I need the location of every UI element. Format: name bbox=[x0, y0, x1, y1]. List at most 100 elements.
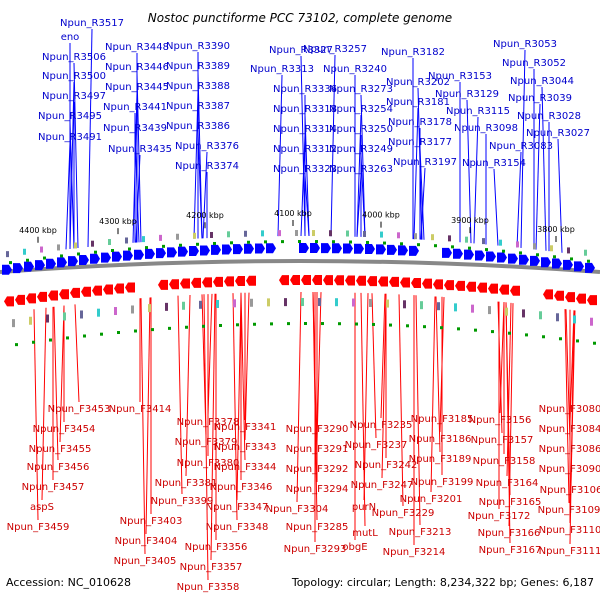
gc-marker bbox=[213, 241, 216, 245]
gene-label-npun-r3197: Npun_R3197 bbox=[393, 157, 457, 168]
gc-marker bbox=[26, 258, 29, 262]
forward-gene-arrow bbox=[266, 243, 276, 254]
gc-marker bbox=[15, 343, 18, 347]
forward-gene-arrow bbox=[464, 249, 474, 260]
gc-marker bbox=[587, 259, 590, 263]
forward-gene-arrow bbox=[134, 249, 144, 260]
forward-gene-arrow bbox=[552, 258, 562, 269]
gc-marker bbox=[270, 322, 273, 326]
forward-gene-arrow bbox=[79, 254, 89, 265]
tick-label: 4200 kbp bbox=[186, 211, 224, 220]
leader-line bbox=[207, 293, 213, 416]
gene-label-npun-f3199: Npun_F3199 bbox=[411, 477, 474, 488]
reverse-gene-arrow bbox=[499, 284, 509, 295]
gene-label-npun-f3457: Npun_F3457 bbox=[22, 482, 85, 493]
gene-label-npun-f3356: Npun_F3356 bbox=[185, 542, 248, 553]
leader-line bbox=[415, 295, 421, 526]
gene-label-npun-r3039: Npun_R3039 bbox=[508, 93, 572, 104]
gene-label-obge: obgE bbox=[342, 542, 367, 553]
gene-label-npun-f3157: Npun_F3157 bbox=[471, 435, 534, 446]
feature-block bbox=[142, 236, 145, 243]
reverse-gene-arrow bbox=[543, 289, 553, 300]
feature-block bbox=[556, 313, 559, 322]
gene-label-npun-f3399: Npun_F3399 bbox=[151, 496, 214, 507]
gc-marker bbox=[151, 328, 154, 332]
gene-label-npun-r3182: Npun_R3182 bbox=[381, 47, 445, 58]
gc-marker bbox=[134, 329, 137, 333]
forward-gene-arrow bbox=[255, 243, 265, 254]
tick-label: 3800 kbp bbox=[537, 225, 575, 234]
feature-block bbox=[267, 298, 270, 307]
leader-line bbox=[277, 74, 283, 237]
forward-gene-arrow bbox=[244, 243, 254, 254]
feature-block bbox=[80, 310, 83, 319]
feature-block bbox=[233, 299, 236, 308]
feature-block bbox=[176, 233, 179, 240]
leader-line bbox=[135, 154, 141, 243]
feature-block bbox=[29, 316, 32, 325]
gene-label-npun-f3346: Npun_F3346 bbox=[210, 482, 273, 493]
leader-line bbox=[505, 302, 511, 544]
feature-block bbox=[533, 243, 536, 250]
genome-summary-text: Topology: circular; Length: 8,234,322 bp… bbox=[291, 576, 594, 589]
feature-block bbox=[295, 230, 298, 237]
reverse-gene-arrow bbox=[191, 277, 201, 288]
gene-label-npun-f3247: Npun_F3247 bbox=[351, 480, 414, 491]
gene-label-npun-r3517: Npun_R3517 bbox=[60, 18, 124, 29]
leader-line bbox=[140, 298, 146, 555]
gc-marker bbox=[94, 250, 97, 254]
gc-marker bbox=[60, 254, 63, 258]
reverse-gene-arrow bbox=[389, 276, 399, 287]
forward-gene-arrow bbox=[365, 244, 375, 255]
gene-label-npun-f3293: Npun_F3293 bbox=[284, 544, 347, 555]
gene-label-npun-f3090: Npun_F3090 bbox=[539, 464, 600, 475]
gene-label-npun-f3358: Npun_F3358 bbox=[177, 582, 240, 593]
leader-line bbox=[380, 293, 386, 419]
gene-label-npun-r3497: Npun_R3497 bbox=[42, 91, 106, 102]
gene-label-npun-r3273: Npun_R3273 bbox=[329, 84, 393, 95]
gc-marker bbox=[168, 326, 171, 330]
leader-line bbox=[413, 107, 419, 240]
reverse-gene-arrow bbox=[37, 291, 47, 302]
leader-line bbox=[185, 294, 191, 477]
gene-label-npun-f3084: Npun_F3084 bbox=[539, 424, 600, 435]
feature-block bbox=[261, 230, 264, 237]
leader-line bbox=[316, 292, 322, 443]
forward-gene-arrow bbox=[178, 246, 188, 257]
feature-block bbox=[312, 230, 315, 237]
gc-marker bbox=[281, 240, 284, 244]
gene-label-npun-f3381: Npun_F3381 bbox=[155, 478, 218, 489]
reverse-gene-arrow bbox=[158, 279, 168, 290]
gene-label-npun-r3052: Npun_R3052 bbox=[502, 58, 566, 69]
gene-label-npun-f3348: Npun_F3348 bbox=[206, 522, 269, 533]
gene-label-npun-r3387: Npun_R3387 bbox=[166, 101, 230, 112]
reverse-gene-arrow bbox=[92, 285, 102, 296]
leader-line bbox=[360, 292, 366, 527]
gene-label-npun-f3111: Npun_F3111 bbox=[539, 546, 600, 557]
leader-line bbox=[371, 293, 377, 439]
genome-backbone bbox=[0, 259, 600, 274]
leader-line bbox=[203, 294, 209, 581]
feature-block bbox=[550, 245, 553, 252]
gene-label-npun-f3378: Npun_F3378 bbox=[177, 417, 240, 428]
gc-marker bbox=[162, 244, 165, 248]
forward-gene-arrow bbox=[475, 250, 485, 261]
gene-label-npun-f3201: Npun_F3201 bbox=[400, 494, 463, 505]
reverse-gene-arrow bbox=[180, 278, 190, 289]
feature-block bbox=[199, 300, 202, 309]
gc-marker bbox=[49, 338, 52, 342]
gene-label-npun-f3166: Npun_F3166 bbox=[478, 528, 541, 539]
gc-marker bbox=[570, 257, 573, 261]
feature-block bbox=[63, 312, 66, 321]
gene-label-npun-f3189: Npun_F3189 bbox=[409, 454, 472, 465]
forward-gene-arrow bbox=[156, 248, 166, 259]
gene-label-npun-f3456: Npun_F3456 bbox=[27, 462, 90, 473]
kbp-ticks: 4400 kbp 4300 kbp 4200 kbp 4100 kbp 4000 kbp… bbox=[19, 209, 575, 243]
reverse-strand-genes bbox=[4, 275, 597, 307]
gene-label-npun-f3235: Npun_F3235 bbox=[350, 420, 413, 431]
reverse-gene-arrow bbox=[224, 276, 234, 287]
feature-block bbox=[74, 242, 77, 249]
leader-line bbox=[330, 54, 336, 237]
gene-label-npun-f3213: Npun_F3213 bbox=[389, 527, 452, 538]
forward-gene-arrow bbox=[167, 247, 177, 258]
